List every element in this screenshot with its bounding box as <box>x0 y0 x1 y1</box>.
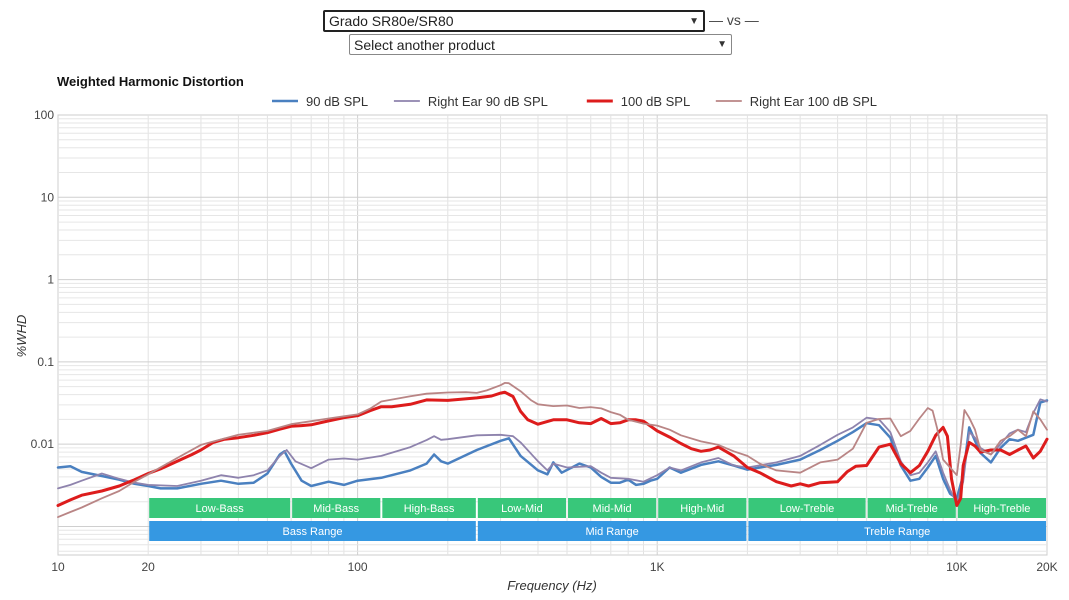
x-axis: 10 20 100 1K 10K 20K <box>51 560 1057 574</box>
band-label: Mid-Mid <box>593 503 632 515</box>
secondary-product-select[interactable]: Select another product ▼ <box>349 34 732 55</box>
series-line-2 <box>56 390 1049 507</box>
legend-item: 100 dB SPL <box>621 94 690 109</box>
band-mid-mid <box>568 498 657 518</box>
band-label: Low-Mid <box>501 503 543 515</box>
x-tick-label: 1K <box>650 560 665 574</box>
legend-item: Right Ear 100 dB SPL <box>750 94 877 109</box>
band-label: High-Bass <box>404 503 455 515</box>
distortion-chart: Weighted Harmonic Distortion 90 dB SPL Ri… <box>0 60 1069 600</box>
band-mid-range <box>477 521 747 541</box>
legend-item: Right Ear 90 dB SPL <box>428 94 548 109</box>
band-low-bass <box>149 498 291 518</box>
x-tick-label: 20 <box>142 560 156 574</box>
band-high-treble <box>957 498 1046 518</box>
primary-product-select[interactable]: Grado SR80e/SR80 ▼ <box>323 10 705 32</box>
secondary-product-placeholder: Select another product <box>354 36 495 53</box>
y-tick-label: 1 <box>47 273 54 287</box>
band-label: Treble Range <box>864 526 930 538</box>
chart-background <box>0 60 1069 600</box>
band-label: Mid-Treble <box>886 503 938 515</box>
x-tick-label: 10 <box>51 560 65 574</box>
x-tick-label: 100 <box>348 560 368 574</box>
series-line-0 <box>56 399 1049 500</box>
chart-series <box>56 382 1049 518</box>
band-label: Bass Range <box>283 526 343 538</box>
band-label: Mid-Bass <box>313 503 359 515</box>
series-line-3 <box>57 382 1048 518</box>
band-high-mid <box>658 498 747 518</box>
band-mid-treble <box>867 498 956 518</box>
band-label: Mid Range <box>586 526 639 538</box>
band-mid-bass <box>292 498 381 518</box>
x-tick-label: 10K <box>946 560 967 574</box>
y-axis-label: %WHD <box>14 315 29 358</box>
y-tick-label: 100 <box>34 108 54 122</box>
band-label: High-Treble <box>973 503 1030 515</box>
chart-title: Weighted Harmonic Distortion <box>57 74 244 89</box>
band-high-bass <box>382 498 476 518</box>
product-selectors: Grado SR80e/SR80 ▼ — vs — Select another… <box>0 0 1069 60</box>
band-label: High-Mid <box>680 503 724 515</box>
vs-label: — vs — <box>709 12 759 28</box>
y-axis: 100 10 1 0.1 0.01 <box>31 108 55 451</box>
y-tick-label: 10 <box>41 190 55 204</box>
chart-legend: 90 dB SPL Right Ear 90 dB SPL 100 dB SPL Ri… <box>272 94 877 109</box>
band-treble-range <box>748 521 1046 541</box>
x-axis-label: Frequency (Hz) <box>507 578 597 593</box>
band-label: Low-Treble <box>780 503 835 515</box>
legend-item: 90 dB SPL <box>306 94 368 109</box>
frequency-bands: Low-Bass Mid-Bass High-Bass Low-Mid Mid-Mid H… <box>149 498 1046 541</box>
y-tick-label: 0.01 <box>31 437 55 451</box>
band-label: Low-Bass <box>196 503 245 515</box>
band-low-treble <box>748 498 866 518</box>
band-bass-range <box>149 521 476 541</box>
chevron-down-icon: ▼ <box>717 39 727 50</box>
y-tick-label: 0.1 <box>37 355 54 369</box>
chevron-down-icon: ▼ <box>689 15 699 27</box>
x-tick-label: 20K <box>1036 560 1057 574</box>
band-low-mid <box>477 498 567 518</box>
primary-product-value: Grado SR80e/SR80 <box>329 13 454 29</box>
